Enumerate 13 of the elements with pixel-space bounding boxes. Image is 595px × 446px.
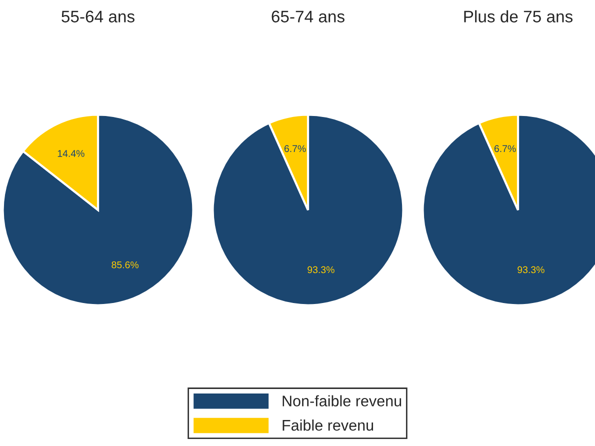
legend-label: Faible revenu <box>282 420 374 431</box>
pie-slice <box>2 114 194 306</box>
data-label: 6.7% <box>494 145 516 152</box>
pie-slice <box>212 114 404 306</box>
data-label: 6.7% <box>284 145 306 152</box>
legend-label: Non-faible revenu <box>282 395 402 406</box>
data-label: 93.3% <box>308 266 334 274</box>
chart-title: Plus de 75 ans <box>464 10 573 22</box>
data-label: 93.3% <box>518 266 544 274</box>
chart-title: 55-64 ans <box>62 10 134 22</box>
chart-title: 65-74 ans <box>272 10 344 22</box>
data-label: 14.4% <box>58 150 84 157</box>
data-label: 85.6% <box>112 261 138 268</box>
